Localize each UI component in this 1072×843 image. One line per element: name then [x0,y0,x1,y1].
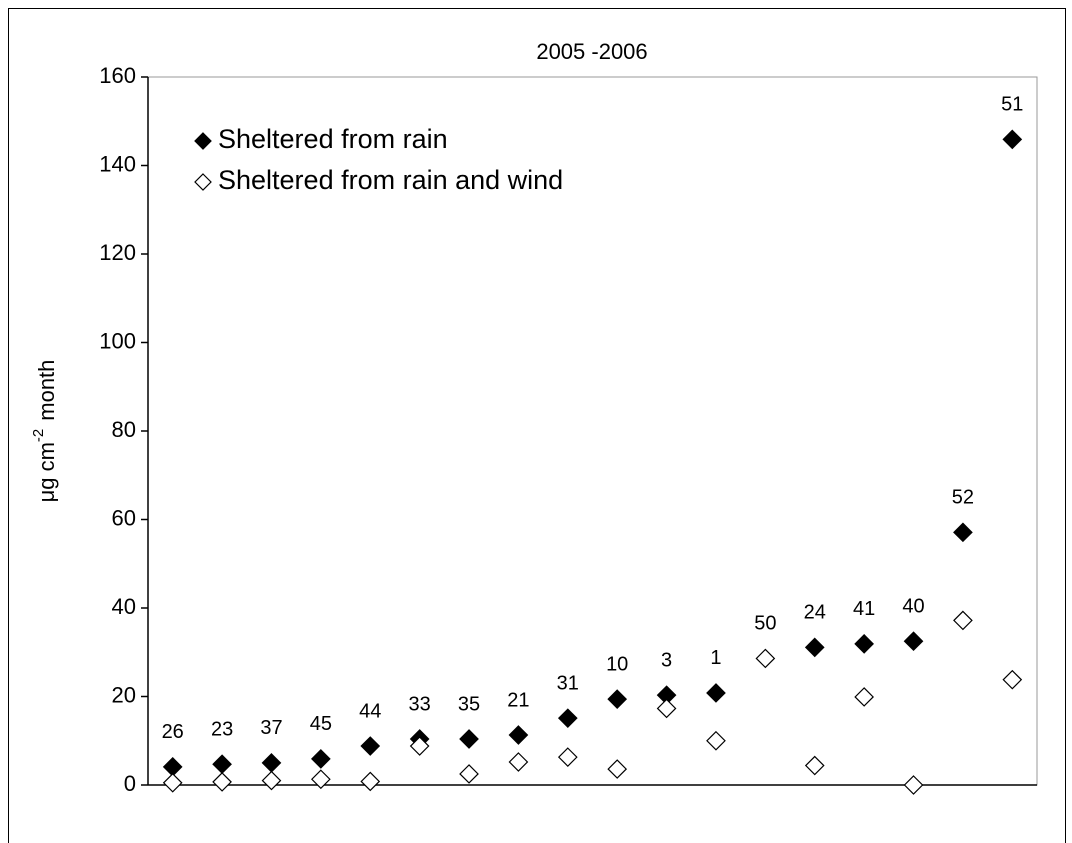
marker [261,770,282,791]
marker [804,637,825,658]
point-label: 40 [902,595,924,617]
legend-label: Sheltered from rain [218,124,448,154]
marker [706,730,726,751]
marker [162,772,183,793]
marker [557,747,578,767]
y-tick-label: 60 [112,505,136,530]
marker [261,753,282,773]
marker [557,708,578,729]
y-label-text: μg cm [34,442,59,502]
point-label: 23 [211,718,233,740]
marker [1002,669,1023,690]
marker [953,610,973,631]
marker [508,725,529,745]
y-tick-label: 0 [124,771,136,796]
point-label: 51 [1001,94,1023,116]
marker [706,683,726,703]
y-label-tail: month [34,360,59,421]
marker [755,648,776,669]
y-axis-label: μg cm-2 month [30,360,59,503]
point-label: 26 [162,721,184,743]
chart-border [8,8,1066,843]
marker [459,729,479,749]
y-tick-label: 120 [99,240,136,265]
point-label: 1 [710,647,721,669]
chart-title: 2005 -2006 [536,39,647,64]
marker [903,775,924,795]
marker [854,687,874,707]
legend-label: Sheltered from rain and wind [218,165,563,195]
legend-marker [194,173,212,191]
y-tick-label: 80 [112,417,136,442]
marker [360,736,381,756]
marker [508,752,529,772]
legend-marker [194,132,212,150]
marker [854,633,874,654]
point-label: 35 [458,693,480,715]
y-tick-label: 140 [99,151,136,176]
y-label-sup: -2 [30,429,47,442]
point-label: 3 [661,649,672,671]
y-tick-label: 40 [112,594,136,619]
point-label: 37 [260,717,282,739]
marker [607,689,628,710]
marker [1002,129,1023,150]
marker [804,755,825,776]
point-label: 50 [754,613,776,635]
marker [311,749,331,769]
point-label: 31 [557,672,579,694]
point-label: 52 [952,487,974,509]
point-label: 10 [606,653,628,675]
marker [903,631,924,652]
marker [656,698,677,719]
marker [409,736,430,756]
y-tick-label: 160 [99,63,136,88]
marker [311,769,331,790]
point-label: 41 [853,598,875,620]
point-label: 24 [804,602,826,624]
point-label: 45 [310,713,332,735]
point-label: 21 [507,689,529,711]
point-label: 33 [409,693,431,715]
marker [459,764,479,784]
marker [360,771,381,792]
marker [212,772,232,792]
marker [607,759,628,779]
y-tick-label: 20 [112,682,136,707]
marker [212,754,232,775]
marker [953,522,973,543]
point-label: 44 [359,700,381,722]
y-tick-label: 100 [99,328,136,353]
